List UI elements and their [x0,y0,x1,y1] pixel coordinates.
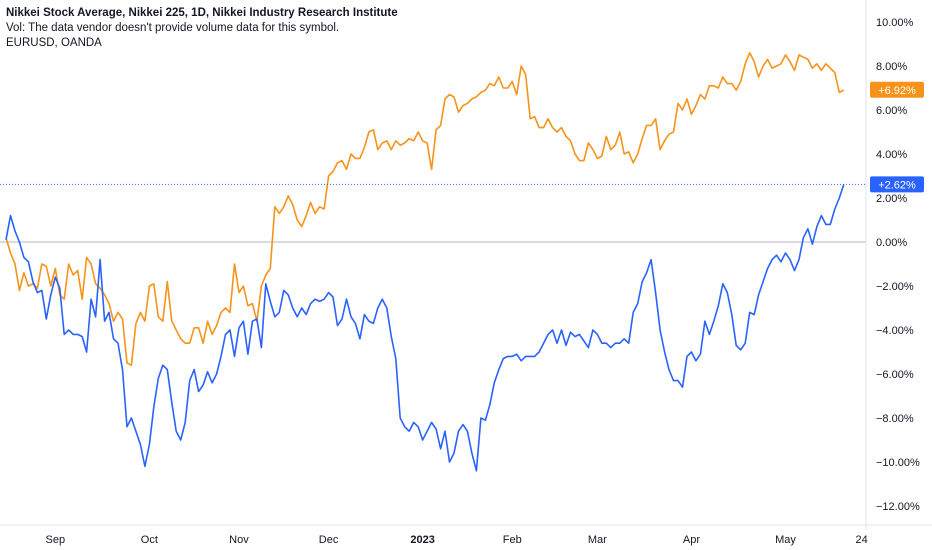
x-tick-label: Dec [319,534,339,546]
last-value-badge-nikkei[interactable] [870,81,924,98]
x-tick-label: Oct [141,534,158,546]
y-tick-label: 10.00% [876,17,914,29]
y-tick-label: 0.00% [876,237,907,249]
y-tick-label: 6.00% [876,105,907,117]
y-tick-label: −4.00% [876,325,914,337]
y-tick-label: 4.00% [876,149,907,161]
last-value-text-eurusd: +2.62% [878,179,916,191]
y-tick-label: −8.00% [876,413,914,425]
y-tick-label: −10.00% [876,457,920,469]
x-tick-label: Sep [45,534,65,546]
x-tick-label: May [775,534,796,546]
compare-symbol-label[interactable]: EURUSD, OANDA [6,37,102,49]
x-tick-label: Mar [588,534,607,546]
y-tick-label: 2.00% [876,193,907,205]
plot-area[interactable] [0,52,866,472]
x-axis[interactable]: Sep Oct Nov Dec 2023 Feb Mar Apr May 24 [0,524,932,546]
volume-note: Vol: The data vendor doesn't provide vol… [6,22,340,34]
x-tick-label: 24 [856,534,868,546]
y-tick-label: 8.00% [876,61,907,73]
x-tick-label: 2023 [410,534,434,546]
last-value-badge-eurusd[interactable] [870,176,924,193]
chart-legend-header: Nikkei Stock Average, Nikkei 225, 1D, Ni… [6,6,398,51]
last-value-text-nikkei: +6.92% [878,85,916,97]
x-tick-label: Feb [503,534,522,546]
chart-title[interactable]: Nikkei Stock Average, Nikkei 225, 1D, Ni… [6,7,398,19]
x-tick-label: Nov [229,534,249,546]
y-tick-label: −6.00% [876,369,914,381]
series-line-nikkei[interactable] [5,52,845,366]
series-line-eurusd[interactable] [5,184,845,472]
x-tick-label: Apr [683,534,700,546]
y-axis[interactable]: 10.00% 8.00% 6.00% 4.00% 2.00% 0.00% −2.00% −4.… [865,0,920,530]
last-value-badges: +6.92% +2.62% [870,81,924,193]
y-tick-label: −12.00% [876,501,920,513]
y-tick-label: −2.00% [876,281,914,293]
